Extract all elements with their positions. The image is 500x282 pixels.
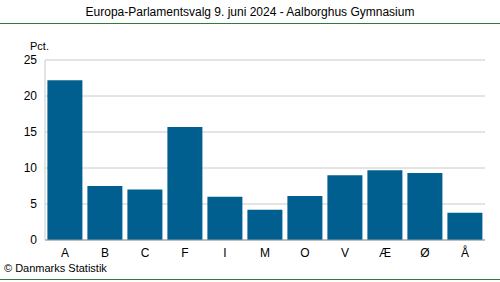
svg-text:0: 0 bbox=[30, 233, 37, 247]
svg-text:B: B bbox=[101, 246, 109, 260]
html-text:© Danmarks Statistik: © Danmarks Statistik bbox=[4, 262, 107, 274]
svg-text:5: 5 bbox=[30, 197, 37, 211]
svg-text:20: 20 bbox=[24, 89, 38, 103]
svg-text:O: O bbox=[300, 246, 309, 260]
svg-text:C: C bbox=[141, 246, 150, 260]
svg-text:15: 15 bbox=[24, 125, 38, 139]
html-text:Europa-Parlamentsvalg 9. juni: Europa-Parlamentsvalg 9. juni 2024 - Aal… bbox=[85, 5, 415, 19]
svg-text:25: 25 bbox=[24, 53, 38, 67]
html-text:Pct.: Pct. bbox=[30, 40, 49, 52]
svg-text:V: V bbox=[341, 246, 349, 260]
svg-text:I: I bbox=[223, 246, 226, 260]
svg-text:10: 10 bbox=[24, 161, 38, 175]
svg-text:Æ: Æ bbox=[379, 246, 391, 260]
svg-text:Ø: Ø bbox=[420, 246, 429, 260]
svg-text:A: A bbox=[61, 246, 69, 260]
svg-text:Å: Å bbox=[461, 245, 469, 260]
svg-text:F: F bbox=[181, 246, 188, 260]
svg-text:M: M bbox=[260, 246, 270, 260]
